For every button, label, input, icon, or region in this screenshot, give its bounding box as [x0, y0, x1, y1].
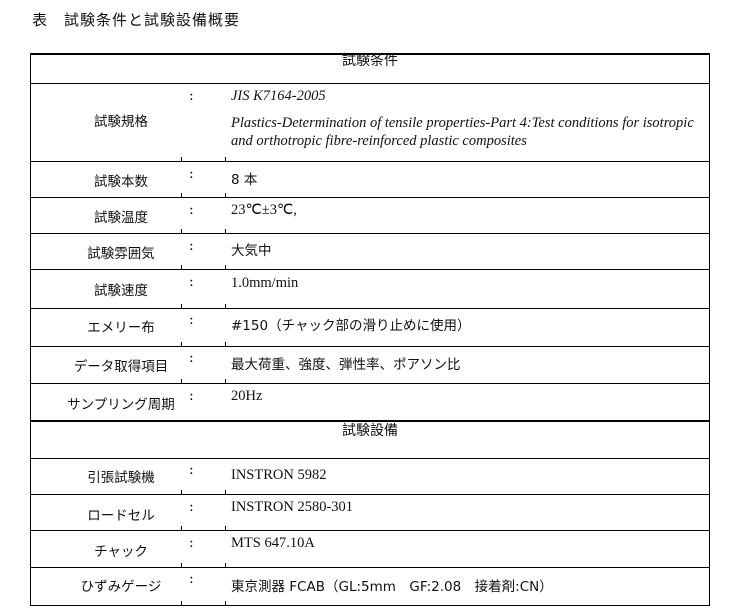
row-value: 1.0mm/min — [231, 275, 299, 291]
test-conditions-table: 試験条件 試験規格 : JIS K7164-2005 Plastics-Dete… — [30, 53, 710, 606]
table-row: データ取得項目: 最大荷重、強度、弾性率、ポアソン比 — [31, 347, 709, 384]
table-row: 引張試験機: INSTRON 5982 — [31, 459, 709, 495]
row-label: 試験本数 — [94, 174, 148, 190]
row-label: 試験規格 — [94, 114, 148, 130]
colon: : — [189, 88, 194, 104]
row-value: 最大荷重、強度、弾性率、ポアソン比 — [231, 357, 461, 373]
row-value: MTS 647.10A — [231, 535, 315, 551]
row-label: エメリー布 — [87, 320, 155, 336]
colon: : — [189, 202, 194, 218]
row-label: サンプリング周期 — [67, 397, 175, 413]
table-row: 試験規格 : JIS K7164-2005 Plastics-Determina… — [31, 84, 709, 162]
row-value: #150（チャック部の滑り止めに使用） — [231, 318, 471, 334]
row-label: 試験速度 — [94, 283, 148, 299]
row-value: 20Hz — [231, 388, 263, 404]
row-label: チャック — [94, 544, 148, 560]
colon: : — [189, 238, 194, 254]
section-heading-conditions: 試験条件 — [31, 54, 709, 84]
row-value: 東京測器 FCAB（GL:5mm GF:2.08 接着剤:CN） — [231, 579, 553, 595]
row-label: 引張試験機 — [87, 470, 155, 486]
row-label: ひずみゲージ — [80, 579, 162, 595]
colon: : — [189, 535, 194, 551]
colon: : — [189, 350, 194, 366]
row-value: 8 本 — [231, 172, 258, 188]
table-row: 試験雰囲気: 大気中 — [31, 234, 709, 270]
row-value: INSTRON 2580-301 — [231, 499, 354, 515]
standard-description: Plastics-Determination of tensile proper… — [231, 115, 694, 149]
row-value: 23℃±3℃, — [231, 202, 297, 218]
row-label: 試験雰囲気 — [87, 246, 155, 262]
table-row: サンプリング周期: 20Hz — [31, 384, 709, 420]
colon: : — [189, 274, 194, 290]
table-row: ひずみゲージ: 東京測器 FCAB（GL:5mm GF:2.08 接着剤:CN） — [31, 568, 709, 606]
row-label: 試験温度 — [94, 210, 148, 226]
colon: : — [189, 499, 194, 515]
row-value: INSTRON 5982 — [231, 467, 327, 483]
section-heading-equipment: 試験設備 — [31, 420, 709, 459]
colon: : — [189, 166, 194, 182]
table-row: チャック: MTS 647.10A — [31, 531, 709, 568]
table-row: 試験速度: 1.0mm/min — [31, 270, 709, 309]
row-label: データ取得項目 — [73, 359, 169, 375]
table-row: エメリー布: #150（チャック部の滑り止めに使用） — [31, 309, 709, 347]
row-value: 大気中 — [231, 243, 272, 259]
standard-code: JIS K7164-2005 — [231, 88, 326, 104]
table-row: 試験本数: 8 本 — [31, 162, 709, 198]
row-label: ロードセル — [87, 508, 155, 524]
colon: : — [189, 462, 194, 478]
colon: : — [189, 388, 194, 404]
colon: : — [189, 571, 194, 587]
table-row: ロードセル: INSTRON 2580-301 — [31, 495, 709, 531]
colon: : — [189, 312, 194, 328]
table-title: 表 試験条件と試験設備概要 — [32, 11, 241, 29]
table-row: 試験温度: 23℃±3℃, — [31, 198, 709, 234]
